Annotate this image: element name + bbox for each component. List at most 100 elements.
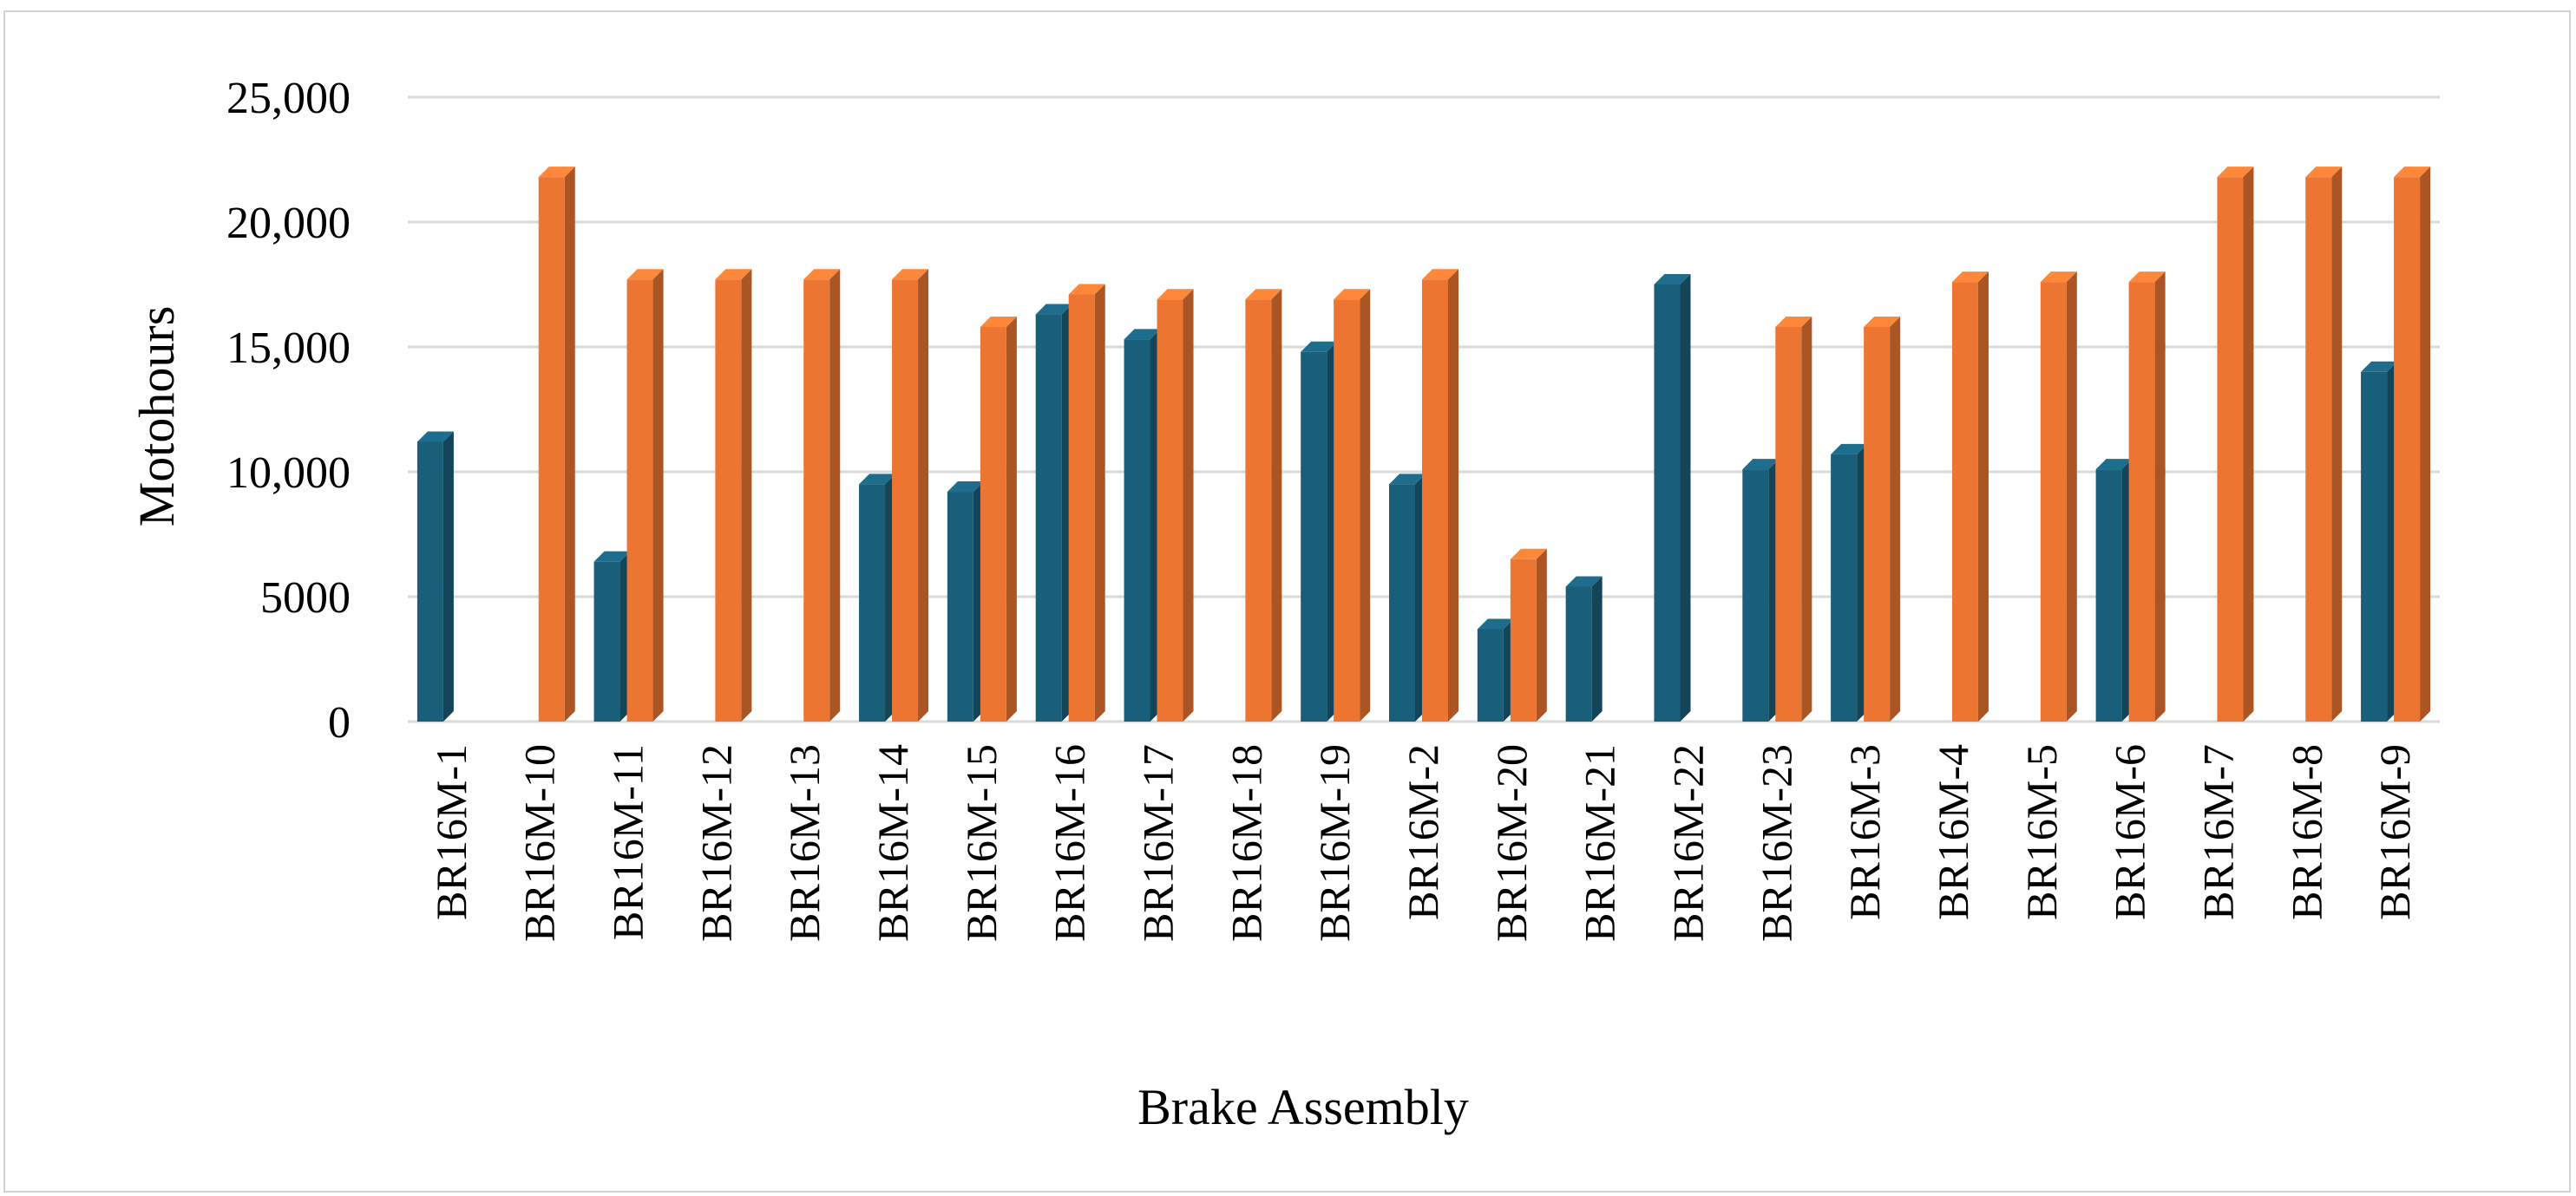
- bar: [1565, 576, 1603, 722]
- bar-side: [2154, 271, 2166, 722]
- bar-top: [593, 551, 631, 562]
- y-tick-label: 10,000: [226, 448, 351, 498]
- y-tick-label: 5000: [260, 573, 351, 623]
- bar-top: [2095, 459, 2133, 470]
- x-tick-label: BR16M-3: [1840, 744, 1889, 920]
- x-tick-label: BR16M-7: [2193, 744, 2242, 920]
- y-tick-label: 20,000: [226, 199, 351, 248]
- x-tick-label: BR16M-6: [2106, 744, 2154, 920]
- x-tick-label: BR16M-16: [1045, 744, 1094, 942]
- x-tick-label: BR16M-8: [2282, 744, 2330, 920]
- bar-top: [859, 474, 896, 485]
- bar-side: [1094, 284, 1105, 722]
- bar-front: [803, 279, 830, 722]
- bar-front: [1422, 279, 1448, 722]
- x-tick-label: BR16M-2: [1399, 744, 1447, 920]
- bar-side: [1890, 316, 1901, 722]
- bar: [2095, 459, 2133, 722]
- bar-side: [829, 269, 841, 722]
- bar-top: [1334, 289, 1371, 300]
- bar-side: [442, 431, 454, 722]
- x-tick-label: BR16M-5: [2017, 744, 2066, 920]
- bar-top: [1510, 548, 1547, 559]
- bar: [715, 269, 752, 722]
- bar-front: [947, 492, 973, 722]
- bar-front: [1864, 326, 1891, 722]
- bar-top: [947, 481, 984, 493]
- x-tick-label: BR16M-1: [427, 744, 475, 920]
- bar: [859, 474, 896, 722]
- bar: [1654, 274, 1691, 722]
- bar: [1831, 443, 1868, 722]
- bar-side: [1680, 274, 1691, 722]
- bar: [2361, 361, 2398, 722]
- bar-front: [1157, 299, 1183, 722]
- bar: [1389, 474, 1426, 722]
- bar-side: [2331, 167, 2343, 722]
- bar-front: [1951, 282, 1978, 722]
- bar-side: [2066, 271, 2077, 722]
- bar-front: [1831, 454, 1858, 722]
- bar-front: [1565, 586, 1592, 722]
- bar: [2305, 167, 2343, 722]
- bars: [416, 167, 2431, 722]
- bar-top: [1157, 289, 1194, 300]
- bar-top: [2128, 271, 2166, 283]
- bar-top: [2040, 271, 2077, 283]
- bar: [947, 481, 984, 722]
- bar: [803, 269, 841, 722]
- bar-front: [1775, 326, 1802, 722]
- bar-front: [2361, 371, 2388, 722]
- bar-front: [1245, 299, 1272, 722]
- x-tick-label: BR16M-15: [957, 744, 1006, 942]
- bar-top: [1565, 576, 1603, 587]
- bar-top: [1301, 341, 1338, 352]
- x-tick-label: BR16M-17: [1134, 744, 1183, 942]
- bar: [1301, 341, 1338, 722]
- bar-side: [1801, 316, 1812, 722]
- x-tick-label: BR16M-12: [692, 744, 740, 942]
- bar-side: [1536, 548, 1547, 722]
- bar: [2040, 271, 2077, 722]
- bar-side: [1448, 269, 1458, 722]
- y-tick-label: 25,000: [226, 74, 351, 123]
- bar-top: [892, 269, 929, 280]
- bar: [1157, 289, 1194, 722]
- bar-front: [538, 177, 565, 722]
- bar-front: [1334, 299, 1360, 722]
- bar-top: [1124, 329, 1161, 340]
- x-tick-label: BR16M-20: [1487, 744, 1536, 942]
- bar-top: [2217, 167, 2254, 178]
- x-tick-label: BR16M-9: [2370, 744, 2419, 920]
- bar-front: [1068, 294, 1095, 722]
- x-axis-labels: BR16M-1 BR16M-10 BR16M-11 BR16M-12 BR16M-13 B…: [427, 744, 2419, 942]
- bar-side: [918, 269, 929, 722]
- bar: [416, 431, 454, 722]
- bar-front: [1477, 629, 1504, 722]
- bar: [1742, 459, 1780, 722]
- bar-top: [1654, 274, 1691, 284]
- bar-top: [1864, 316, 1901, 327]
- bar-top: [1477, 618, 1514, 630]
- bar: [2128, 271, 2166, 722]
- bar-top: [2394, 167, 2431, 178]
- y-tick-label: 0: [328, 698, 351, 748]
- bar: [1035, 304, 1072, 722]
- y-axis-title: Motohours: [128, 306, 185, 527]
- bar-top: [1068, 284, 1105, 295]
- y-axis-ticks: 0 5000 10,000 15,000 20,000 25,000: [226, 74, 351, 748]
- bar-front: [2394, 177, 2421, 722]
- bar-top: [538, 167, 575, 178]
- x-tick-label: BR16M-4: [1929, 744, 1977, 920]
- bar: [1775, 316, 1812, 722]
- bar-front: [2095, 469, 2122, 722]
- bar-front: [1035, 314, 1062, 722]
- bar-top: [2305, 167, 2343, 178]
- bar: [1245, 289, 1282, 722]
- bar: [1124, 329, 1161, 722]
- x-tick-label: BR16M-19: [1310, 744, 1359, 942]
- bar-top: [715, 269, 752, 280]
- bar-side: [741, 269, 752, 722]
- bar-side: [1271, 289, 1282, 722]
